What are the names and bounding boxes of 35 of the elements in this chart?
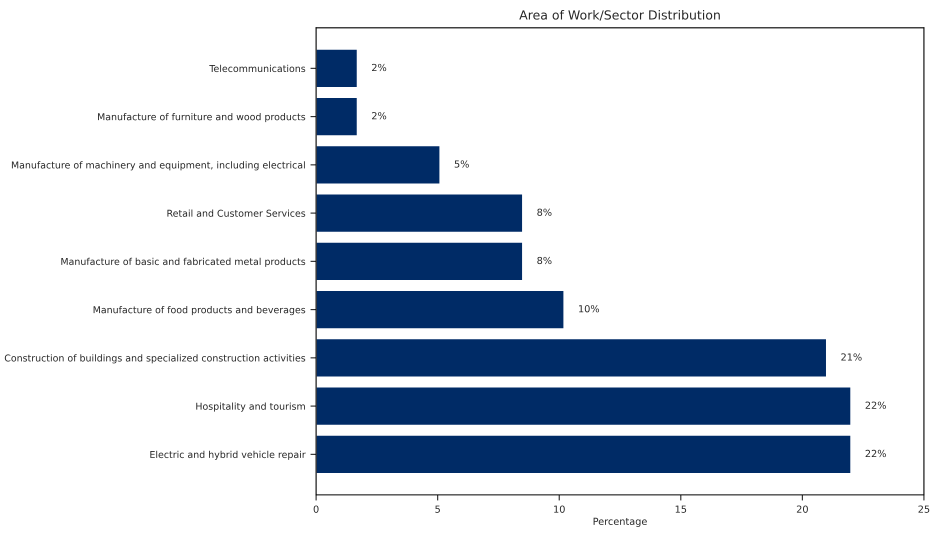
bar xyxy=(316,241,524,282)
y-tick-label: Manufacture of furniture and wood products xyxy=(98,113,306,122)
x-tick-label: 10 xyxy=(554,505,565,513)
bar xyxy=(316,386,852,426)
x-tick-label: 15 xyxy=(676,506,686,513)
data-label: 8% xyxy=(537,208,552,216)
data-label: 5% xyxy=(454,160,469,168)
data-label: 10% xyxy=(579,305,600,312)
data-label: 21% xyxy=(841,353,862,361)
bar xyxy=(316,48,358,88)
y-tick-label: Construction of buildings and specialized construction activities xyxy=(4,354,306,364)
chart-title: Area of Work/Sector Distribution xyxy=(519,10,720,21)
data-label: 22% xyxy=(866,402,886,409)
bar xyxy=(316,144,441,185)
y-tick-label: Manufacture of machinery and equipment, including electrical xyxy=(12,161,305,170)
x-tick-label: 25 xyxy=(918,505,930,513)
x-tick-label: 20 xyxy=(796,505,808,513)
y-tick-label: Retail and Customer Services xyxy=(167,210,306,217)
x-axis-title: Percentage xyxy=(594,518,647,527)
data-label: 2% xyxy=(372,112,386,120)
data-label: 8% xyxy=(537,256,552,264)
bar xyxy=(316,434,852,474)
bar xyxy=(316,338,828,378)
y-tick-label: Telecommunications xyxy=(209,64,306,72)
y-tick-label: Manufacture of food products and beverages xyxy=(94,306,306,316)
x-tick-label: 0 xyxy=(314,505,319,513)
data-label: 22% xyxy=(866,450,886,458)
y-tick-label: Electric and hybrid vehicle repair xyxy=(150,450,306,460)
y-tick-label: Hospitality and tourism xyxy=(196,402,305,412)
x-tick-label: 5 xyxy=(435,506,440,513)
bar xyxy=(316,96,358,137)
y-tick-label: Manufacture of basic and fabricated metal products xyxy=(61,258,306,267)
bar xyxy=(316,193,524,234)
data-label: 2% xyxy=(372,64,386,72)
bar xyxy=(316,290,565,330)
